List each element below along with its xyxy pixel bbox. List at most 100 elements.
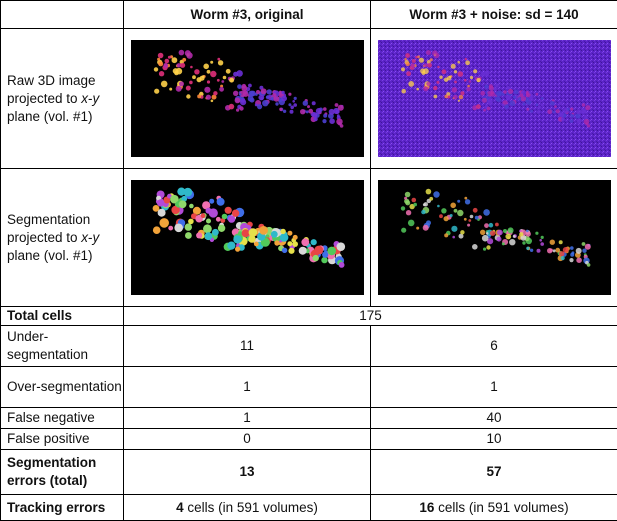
- false-negative-noise: 40: [371, 408, 617, 429]
- cell-blob: [503, 90, 506, 93]
- cell-blob: [308, 109, 313, 114]
- cell-blob: [248, 84, 252, 88]
- cell-blob: [504, 104, 509, 109]
- cell-blob: [206, 80, 209, 83]
- cell-blob: [171, 57, 177, 63]
- cell-blob: [241, 85, 247, 91]
- cell-blob: [472, 208, 477, 213]
- cell-blob: [281, 96, 287, 102]
- cell-blob: [569, 119, 573, 123]
- cell-blob: [460, 91, 464, 95]
- cell-blob: [526, 108, 529, 111]
- cell-blob: [487, 100, 492, 105]
- cell-blob: [457, 200, 460, 203]
- tracking-errors-noise-text: cells (in 591 volumes): [434, 500, 568, 515]
- cell-blob: [400, 206, 404, 210]
- cell-blob: [476, 78, 480, 82]
- cell-blob: [200, 213, 205, 218]
- cell-blob: [429, 197, 433, 201]
- cell-blob: [535, 93, 538, 96]
- cell-blob: [219, 87, 224, 92]
- raw-image-noise-cell: [371, 29, 617, 169]
- cell-blob: [206, 70, 210, 74]
- cell-blob: [522, 103, 525, 106]
- cell-blob: [450, 203, 456, 209]
- cell-blob: [210, 100, 213, 103]
- cell-blob: [486, 93, 488, 95]
- cell-blob: [250, 91, 256, 97]
- cell-blob: [254, 103, 257, 106]
- cell-blob: [177, 188, 185, 196]
- cell-blob: [488, 223, 493, 228]
- cell-blob: [576, 257, 582, 263]
- tracking-errors-noise: 16 cells (in 591 volumes): [371, 495, 617, 521]
- cell-blob: [311, 101, 315, 105]
- cell-blob: [270, 231, 277, 238]
- cell-blob: [406, 71, 411, 76]
- cell-blob: [411, 198, 416, 203]
- cell-blob: [407, 220, 414, 227]
- cell-blob: [449, 214, 452, 217]
- cell-blob: [314, 246, 323, 255]
- cell-blob: [258, 95, 264, 101]
- raw-image-label: Raw 3D image projected to x-y plane (vol…: [1, 29, 124, 169]
- cell-blob: [549, 240, 554, 245]
- cell-blob: [448, 76, 450, 78]
- cell-blob: [172, 68, 178, 74]
- false-positive-noise: 10: [371, 429, 617, 450]
- cell-blob: [536, 249, 540, 253]
- cell-blob: [476, 104, 481, 109]
- cell-blob: [420, 69, 425, 74]
- cell-blob: [222, 76, 226, 80]
- cell-blob: [558, 240, 562, 244]
- cell-blob: [281, 91, 284, 94]
- cell-blob: [282, 110, 285, 113]
- cell-blob: [234, 98, 240, 104]
- cell-blob: [526, 230, 529, 233]
- cell-blob: [587, 124, 590, 127]
- segmentation-image-row: Segmentation projected to x-y plane (vol…: [1, 169, 617, 307]
- cell-blob: [427, 63, 432, 68]
- cell-blob: [457, 100, 459, 102]
- cell-blob: [539, 100, 541, 102]
- cell-blob: [274, 240, 279, 245]
- cell-blob: [289, 110, 293, 114]
- cell-blob: [570, 114, 574, 118]
- cell-blob: [444, 233, 448, 237]
- seg-label-end: plane (vol. #1): [7, 248, 93, 263]
- cell-blob: [432, 50, 437, 55]
- cell-blob: [182, 58, 186, 62]
- cell-blob: [481, 235, 488, 242]
- cell-blob: [189, 204, 194, 209]
- cell-blob: [480, 230, 485, 235]
- cell-blob: [323, 107, 327, 111]
- cell-blob: [302, 101, 307, 106]
- cell-blob: [327, 247, 336, 256]
- cell-blob: [480, 72, 484, 76]
- cell-blob: [506, 86, 509, 89]
- cell-blob: [208, 208, 217, 217]
- tracking-errors-label: Tracking errors: [1, 495, 124, 521]
- cell-blob: [450, 64, 455, 69]
- cell-blob: [458, 95, 462, 99]
- segmentation-errors-noise: 57: [371, 450, 617, 495]
- cell-blob: [196, 232, 202, 238]
- cell-blob: [411, 59, 415, 63]
- cell-blob: [584, 116, 587, 119]
- over-segmentation-label: Over-segmentation: [1, 367, 124, 408]
- cell-blob: [437, 205, 440, 208]
- false-negative-row: False negative 1 40: [1, 408, 617, 429]
- cell-blob: [235, 247, 240, 252]
- cell-blob: [205, 95, 210, 100]
- cell-blob: [404, 192, 410, 198]
- cell-blob: [186, 94, 190, 98]
- cell-blob: [528, 91, 531, 94]
- cell-blob: [513, 90, 518, 95]
- cell-blob: [570, 108, 573, 111]
- cell-blob: [158, 61, 163, 66]
- cell-blob: [217, 60, 222, 65]
- cell-blob: [239, 106, 243, 110]
- cell-blob: [287, 241, 292, 246]
- cell-blob: [581, 103, 584, 106]
- header-col-original: Worm #3, original: [124, 1, 371, 29]
